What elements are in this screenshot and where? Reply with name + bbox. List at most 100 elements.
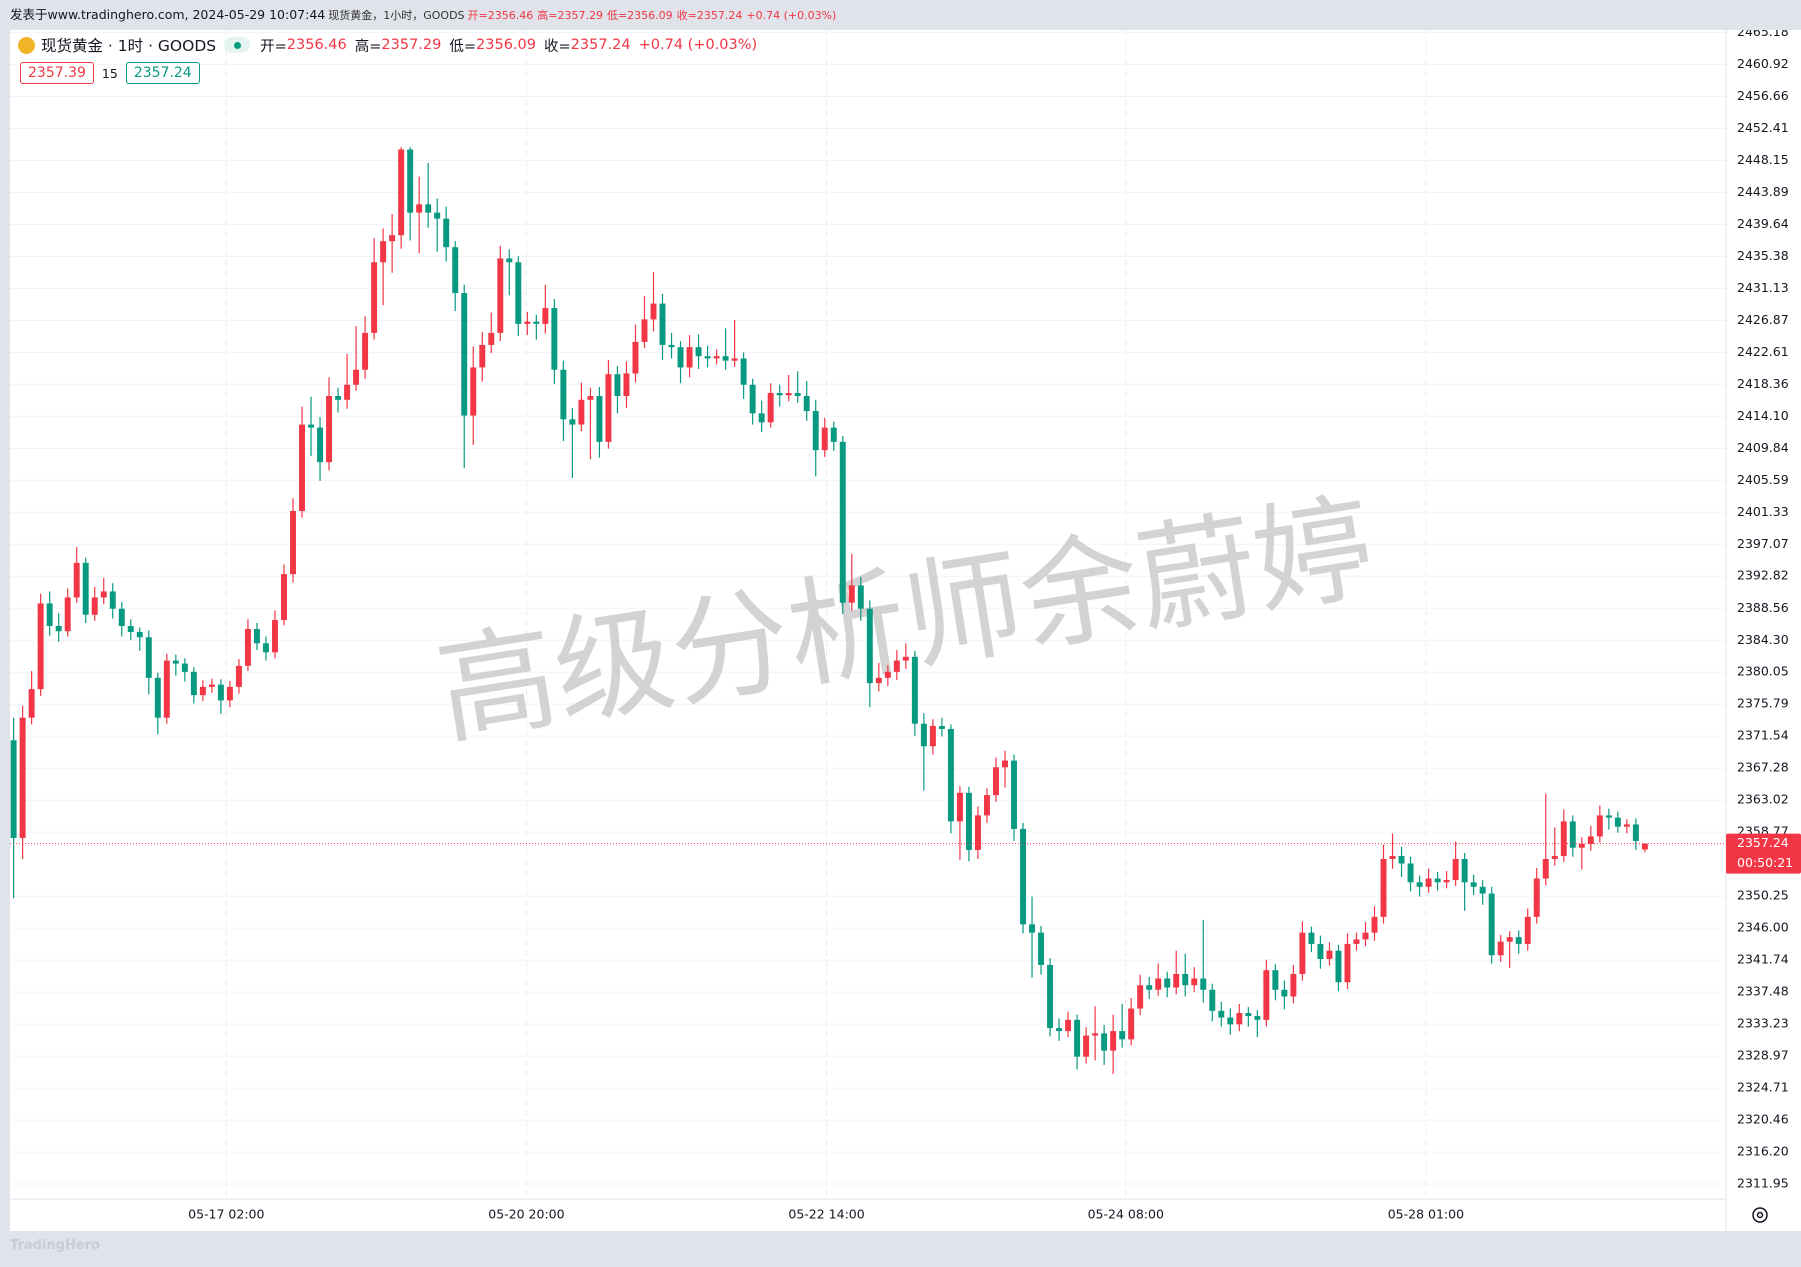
buy-button[interactable]: 2357.24	[125, 62, 200, 84]
candle-body	[740, 358, 747, 385]
candle-body	[722, 356, 729, 361]
candle-body	[866, 608, 873, 684]
candle-body	[1317, 943, 1324, 959]
x-tick-label: 05-20 20:00	[488, 1207, 564, 1222]
last-price-box	[1726, 833, 1801, 874]
candle-body	[1308, 932, 1315, 944]
candle-body	[434, 212, 441, 219]
candle-body	[1362, 932, 1369, 940]
candle-body	[443, 218, 450, 248]
candle-body	[1434, 878, 1441, 883]
visibility-toggle[interactable]	[224, 37, 251, 53]
candle-body	[235, 665, 242, 687]
candle-body	[109, 591, 116, 609]
candle-body	[389, 235, 396, 242]
candle-body	[1083, 1035, 1090, 1057]
candle-body	[506, 258, 513, 263]
candle-body	[993, 767, 999, 796]
candle-body	[695, 347, 702, 357]
candle-body	[299, 424, 305, 512]
candle-body	[1641, 843, 1648, 850]
y-tick-label: 2375.79	[1737, 696, 1789, 711]
candle-body	[344, 384, 351, 400]
header-close: 收=2357.24	[676, 9, 743, 22]
candle-body	[974, 815, 981, 850]
candle-body	[803, 396, 810, 412]
candle-body	[37, 603, 44, 690]
candle-body	[371, 262, 378, 333]
candle-body	[1470, 882, 1477, 887]
spread: 15	[101, 65, 118, 81]
settings-button[interactable]	[1752, 1207, 1768, 1223]
candle-body	[1569, 821, 1576, 848]
candle-body	[416, 204, 423, 213]
y-tick-label: 2426.87	[1737, 312, 1789, 327]
sell-button[interactable]: 2357.39	[20, 62, 94, 84]
candle-body	[965, 792, 972, 850]
candle-body	[1029, 924, 1036, 933]
candle-body	[163, 660, 170, 718]
candle-body	[181, 663, 188, 672]
candle-body	[1452, 858, 1459, 881]
y-tick-label: 2418.36	[1737, 376, 1789, 391]
candle-body	[605, 374, 612, 442]
candle-body	[1056, 1028, 1063, 1032]
candle-body	[1110, 1031, 1117, 1051]
candle-body	[1542, 858, 1549, 879]
candle-body	[812, 411, 819, 451]
candles	[10, 147, 1648, 1074]
candle-body	[1092, 1033, 1099, 1036]
candle-body	[1326, 950, 1333, 959]
y-tick-label: 2435.38	[1737, 248, 1789, 263]
candle-body	[190, 671, 197, 696]
candle-body	[1506, 937, 1513, 942]
settings-icon	[1756, 1211, 1764, 1219]
x-tick-label: 05-22 14:00	[788, 1207, 864, 1222]
candle-body	[929, 725, 936, 747]
y-tick-label: 2316.20	[1737, 1144, 1789, 1159]
candle-body	[1272, 970, 1279, 990]
candle-body	[884, 671, 891, 678]
candle-body	[172, 660, 179, 664]
candle-body	[380, 241, 387, 263]
y-tick-label: 2443.89	[1737, 184, 1789, 199]
candle-body	[1038, 932, 1045, 965]
candle-body	[1002, 760, 1008, 768]
candle-body	[127, 625, 134, 633]
header-change: +0.74 (+0.03%)	[746, 9, 837, 22]
candle-body	[353, 369, 360, 385]
y-tick-label: 2401.33	[1737, 504, 1789, 519]
y-tick-label: 2397.07	[1737, 536, 1789, 551]
candle-body	[1254, 1016, 1261, 1020]
candle-body	[1137, 985, 1144, 1009]
candle-body	[281, 574, 287, 620]
y-tick-label: 2431.13	[1737, 280, 1789, 295]
candle-body	[596, 396, 603, 442]
candle-body	[226, 686, 233, 701]
y-tick-label: 2328.97	[1737, 1048, 1789, 1063]
candle-body	[262, 643, 269, 653]
candle-body	[1128, 1008, 1135, 1040]
candle-body	[461, 293, 468, 416]
y-tick-label: 2409.84	[1737, 440, 1789, 455]
candle-body	[470, 367, 477, 416]
candle-body	[767, 393, 774, 423]
candle-body	[1605, 815, 1612, 818]
candle-body	[1443, 880, 1450, 883]
candle-body	[551, 308, 558, 370]
change-value: +0.74 (+0.03%)	[638, 37, 758, 53]
symbol-name[interactable]: 现货黄金 · 1时 · GOODS	[41, 37, 217, 55]
candle-body	[821, 427, 828, 451]
last-price-label: 2357.24	[1737, 835, 1789, 850]
close-label: 收=	[544, 38, 571, 55]
candle-body	[1524, 916, 1531, 944]
candle-body	[1497, 941, 1504, 956]
header-open: 开=2356.46	[467, 9, 534, 22]
candle-body	[1236, 1013, 1243, 1025]
x-tick-label: 05-17 02:00	[188, 1207, 264, 1222]
symbol-icon	[18, 36, 35, 54]
candle-body	[154, 677, 161, 718]
header-source: 发表于www.tradinghero.com, 2024-05-29 10:07…	[10, 7, 326, 22]
chart-panel	[10, 30, 1801, 1231]
candle-body	[136, 632, 143, 638]
